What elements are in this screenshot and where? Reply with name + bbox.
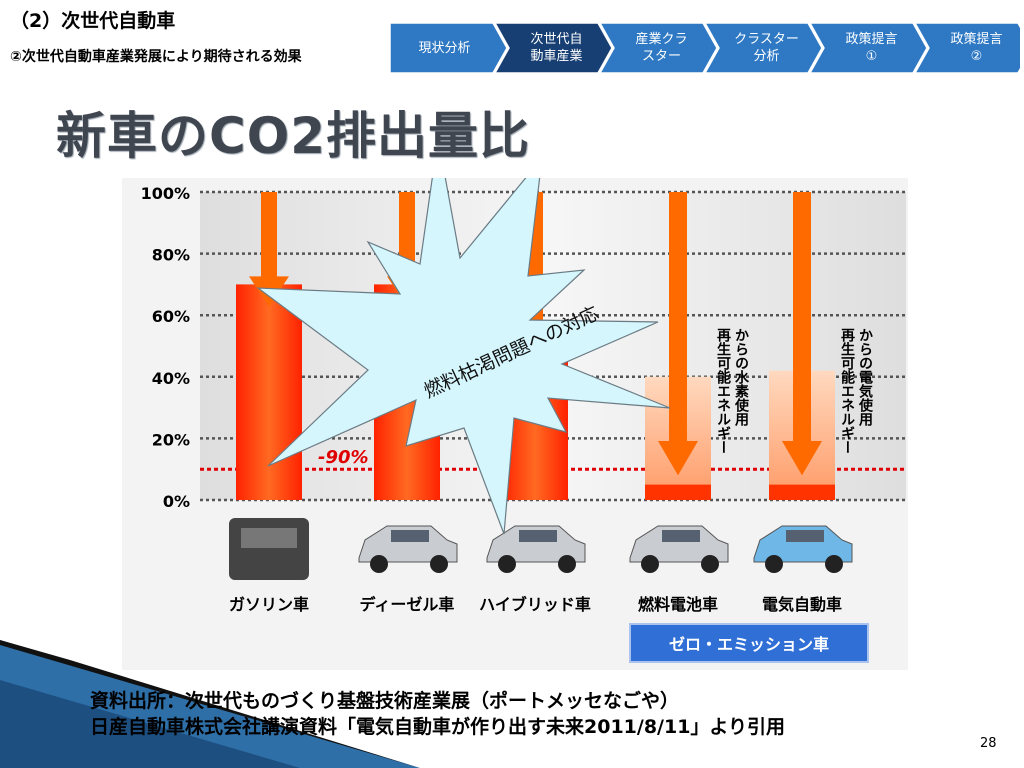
renewable-bar <box>645 484 711 500</box>
source-note-line2: 日産自動車株式会社講演資料「電気自動車が作り出す未来2011/8/11」より引用 <box>90 716 786 738</box>
car-wheel-icon <box>825 555 843 573</box>
reduction-arrow-shaft <box>793 192 811 444</box>
engine-icon <box>229 518 309 580</box>
bar-annotation: からの電気使用 <box>857 328 874 427</box>
bar-annotation: からの水素使用 <box>733 328 750 427</box>
reduction-arrow-shaft <box>261 192 277 279</box>
progress-nav-shapes <box>389 22 1024 74</box>
car-wheel-icon <box>430 555 448 573</box>
category-label: ガソリン車 <box>229 595 309 614</box>
bar-annotation: 再生可能エネルギー <box>839 328 855 454</box>
car-icon <box>753 525 853 563</box>
reduction-arrow-head <box>658 441 698 476</box>
car-wheel-icon <box>498 555 516 573</box>
renewable-bar <box>769 484 835 500</box>
car-wheel-icon <box>370 555 388 573</box>
co2-chart-svg: 0% 20% 40% 60% 80% 100% ガソリン車 ディーゼル車 ハイブリッド車 再生可能… <box>122 137 908 670</box>
source-note-line1: 資料出所：次世代ものづくり基盤技術産業展（ポートメッセなごや） <box>90 690 680 712</box>
car-wheel-icon <box>765 555 783 573</box>
y-tick-label: 80% <box>152 246 190 265</box>
nav-step-1[interactable]: 現状分析 <box>418 40 471 56</box>
page-number: 28 <box>980 736 997 751</box>
nav-step-shape <box>808 22 928 74</box>
zero-emission-label: ゼロ・エミッション車 <box>669 635 829 654</box>
nav-step-2[interactable]: 次世代自 動車産業 <box>530 32 583 64</box>
car-icon <box>486 525 586 563</box>
y-tick-label: 100% <box>141 184 190 203</box>
y-tick-label: 0% <box>163 492 190 511</box>
nav-step-shape <box>493 22 613 74</box>
reduction-arrow-head <box>782 441 822 476</box>
car-wheel-icon <box>701 555 719 573</box>
nav-step-shape <box>389 22 508 74</box>
car-window-icon <box>391 530 429 542</box>
nav-step-6[interactable]: 政策提言 ② <box>950 32 1003 64</box>
car-wheel-icon <box>558 555 576 573</box>
corner-swoosh-decoration <box>0 640 420 768</box>
engine-icon-detail <box>241 528 297 548</box>
category-label: 電気自動車 <box>762 595 842 614</box>
nav-step-3[interactable]: 産業クラ スター <box>635 32 688 64</box>
category-label: 燃料電池車 <box>638 595 718 614</box>
swoosh-shape <box>0 680 300 768</box>
nav-step-shape <box>598 22 718 74</box>
car-icon <box>358 525 458 563</box>
slide-title: 新車のCO2排出量比 <box>56 107 530 165</box>
car-window-icon <box>786 530 824 542</box>
zero-emission-box <box>629 623 869 663</box>
bar-annotation: 再生可能エネルギー <box>715 328 731 454</box>
nav-step-5[interactable]: 政策提言 ① <box>845 32 898 64</box>
category-label: ディーゼル車 <box>360 595 455 614</box>
swoosh-edge <box>0 640 420 768</box>
nav-step-4[interactable]: クラスター 分析 <box>734 32 799 64</box>
car-window-icon <box>519 530 557 542</box>
y-tick-label: 60% <box>152 307 190 326</box>
car-icon <box>629 525 729 563</box>
reduction-arrow-shaft <box>669 192 687 444</box>
car-window-icon <box>662 530 700 542</box>
nav-step-shape <box>703 22 823 74</box>
target-label: -90% <box>318 447 369 468</box>
y-tick-label: 40% <box>152 369 190 388</box>
co2-chart: 0% 20% 40% 60% 80% 100% ガソリン車 ディーゼル車 ハイブリッド車 再生可能… <box>122 137 908 670</box>
section-subtitle: ②次世代自動車産業発展により期待される効果 <box>10 49 302 65</box>
section-title: （2）次世代自動車 <box>10 10 176 32</box>
progress-nav: 現状分析 次世代自 動車産業 産業クラ スター クラスター 分析 政策提言 ① 政策提言 … <box>389 20 1024 76</box>
burst-callout <box>256 137 671 535</box>
category-label: ハイブリッド車 <box>479 595 591 614</box>
bar <box>236 284 302 500</box>
y-tick-label: 20% <box>152 430 190 449</box>
car-wheel-icon <box>641 555 659 573</box>
nav-step-shape <box>913 22 1024 74</box>
